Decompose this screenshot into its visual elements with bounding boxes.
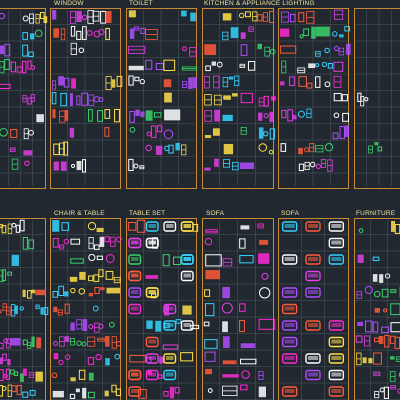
- panel-window-blocks: [51, 10, 123, 173]
- panel-toilet-blocks: [128, 10, 198, 172]
- panel-kitchen-blocks: [203, 10, 276, 171]
- panel-sofa-2: [278, 218, 349, 400]
- panel-right-top: [354, 8, 400, 189]
- panel-chair-table: [50, 218, 121, 400]
- column-title-toilet: TOILET: [129, 0, 153, 7]
- cad-blocks-layer: [0, 9, 400, 399]
- panel-toilet: [126, 8, 197, 189]
- panel-sofa-2-blocks: [281, 221, 345, 397]
- panel-left-top: [0, 8, 46, 189]
- panel-right-top-blocks: [357, 92, 383, 154]
- column-title-furniture: FURNITURE: [356, 210, 396, 217]
- column-title-table-set: TABLE SET: [129, 210, 166, 217]
- panel-table-set-blocks: [128, 219, 200, 399]
- panel-lighting: [278, 8, 349, 189]
- grid-layer: [0, 8, 400, 400]
- column-title-window: WINDOW: [54, 0, 84, 7]
- column-title-chair-table: CHAIR & TABLE: [54, 210, 105, 217]
- panel-sofa: [202, 218, 274, 400]
- column-title-sofa-2: SOFA: [281, 210, 300, 217]
- panel-sofa-blocks: [203, 223, 276, 398]
- panel-chair-table-blocks: [51, 220, 122, 399]
- column-title-sofa: SOFA: [206, 210, 225, 217]
- panel-furniture: [354, 218, 400, 400]
- panel-furniture-blocks: [355, 220, 400, 399]
- panel-left-top-blocks: [0, 11, 48, 170]
- column-title-kitchen-appliance-lighting: KITCHEN & APPLIANCE LIGHTING: [204, 0, 315, 7]
- panel-left-bottom-blocks: [0, 219, 49, 398]
- panel-lighting-blocks: [280, 9, 351, 172]
